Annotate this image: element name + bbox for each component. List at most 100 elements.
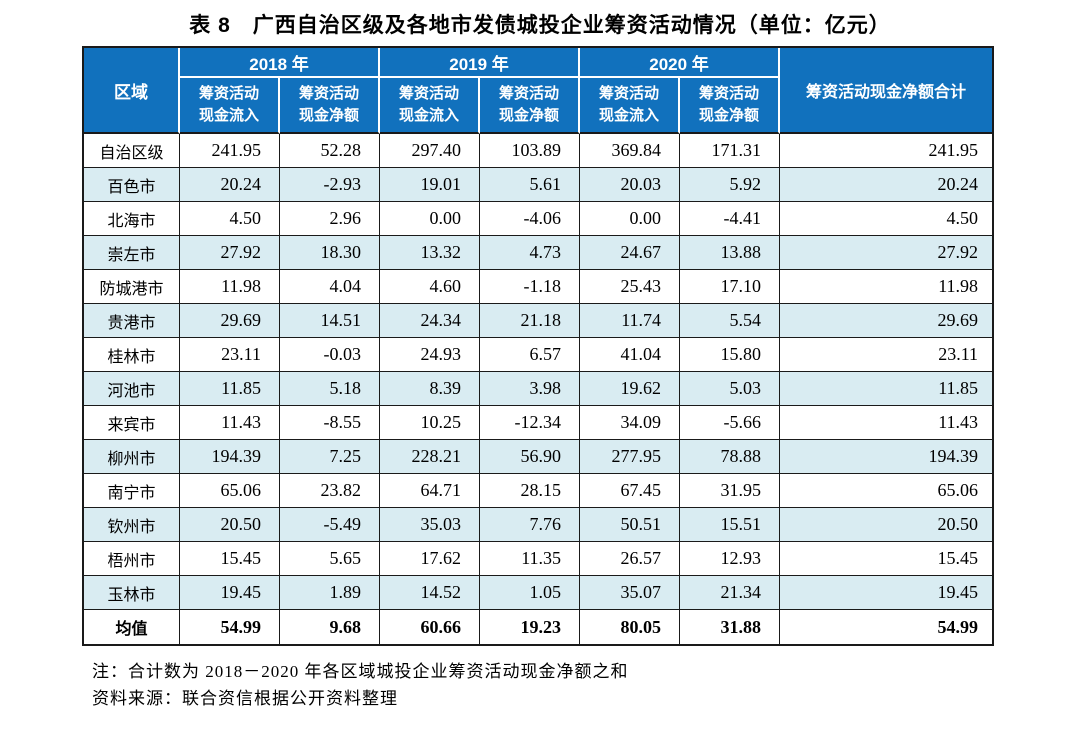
value-cell: 25.43 xyxy=(580,270,681,304)
value-cell: 50.51 xyxy=(580,508,681,542)
value-cell: 7.25 xyxy=(280,440,381,474)
value-cell: 6.57 xyxy=(480,338,581,372)
value-cell: 8.39 xyxy=(380,372,481,406)
table-row: 玉林市 19.45 1.89 14.52 1.05 35.07 21.34 19… xyxy=(84,576,993,610)
value-cell: 80.05 xyxy=(580,610,681,644)
table-row: 崇左市 27.92 18.30 13.32 4.73 24.67 13.88 2… xyxy=(84,236,993,270)
value-cell: 20.03 xyxy=(580,168,681,202)
table-row: 自治区级 241.95 52.28 297.40 103.89 369.84 1… xyxy=(84,134,993,168)
table-row: 来宾市 11.43 -8.55 10.25 -12.34 34.09 -5.66… xyxy=(84,406,993,440)
region-cell: 柳州市 xyxy=(84,440,180,474)
value-cell: 369.84 xyxy=(580,134,681,168)
table-row: 梧州市 15.45 5.65 17.62 11.35 26.57 12.93 1… xyxy=(84,542,993,576)
value-cell: 7.76 xyxy=(480,508,581,542)
value-cell: 5.65 xyxy=(280,542,381,576)
value-cell: 277.95 xyxy=(580,440,681,474)
region-cell: 来宾市 xyxy=(84,406,180,440)
table-row: 防城港市 11.98 4.04 4.60 -1.18 25.43 17.10 1… xyxy=(84,270,993,304)
total-value-cell: 20.50 xyxy=(780,508,993,542)
total-value-cell: 29.69 xyxy=(780,304,993,338)
total-value-cell: 11.85 xyxy=(780,372,993,406)
region-cell: 梧州市 xyxy=(84,542,180,576)
value-cell: 12.93 xyxy=(680,542,781,576)
value-cell: 17.10 xyxy=(680,270,781,304)
value-cell: 19.01 xyxy=(380,168,481,202)
value-cell: -4.06 xyxy=(480,202,581,236)
value-cell: 0.00 xyxy=(580,202,681,236)
value-cell: 18.30 xyxy=(280,236,381,270)
year-2018-header: 2018 年 xyxy=(180,48,381,78)
value-cell: 4.73 xyxy=(480,236,581,270)
header-row-years: 区域 2018 年 2019 年 2020 年 筹资活动现金净额合计 xyxy=(84,48,993,134)
mean-row: 均值 54.99 9.68 60.66 19.23 80.05 31.88 54… xyxy=(84,610,993,644)
value-cell: -4.41 xyxy=(680,202,781,236)
table-row: 钦州市 20.50 -5.49 35.03 7.76 50.51 15.51 2… xyxy=(84,508,993,542)
value-cell: 54.99 xyxy=(180,610,280,644)
subheader-2018-net: 筹资活动 现金净额 xyxy=(280,78,381,134)
value-cell: 194.39 xyxy=(180,440,280,474)
value-cell: 24.34 xyxy=(380,304,481,338)
value-cell: 65.06 xyxy=(180,474,280,508)
value-cell: 0.00 xyxy=(380,202,481,236)
value-cell: -0.03 xyxy=(280,338,381,372)
value-cell: 103.89 xyxy=(480,134,581,168)
value-cell: 27.92 xyxy=(180,236,280,270)
year-2020-header: 2020 年 xyxy=(580,48,781,78)
total-value-cell: 23.11 xyxy=(780,338,993,372)
value-cell: 35.03 xyxy=(380,508,481,542)
value-cell: -8.55 xyxy=(280,406,381,440)
table-header: 区域 2018 年 2019 年 2020 年 筹资活动现金净额合计 筹资活动 … xyxy=(84,48,993,134)
value-cell: 5.54 xyxy=(680,304,781,338)
value-cell: 23.82 xyxy=(280,474,381,508)
value-cell: 34.09 xyxy=(580,406,681,440)
value-cell: 17.62 xyxy=(380,542,481,576)
value-cell: -5.49 xyxy=(280,508,381,542)
region-cell: 河池市 xyxy=(84,372,180,406)
subheader-2019-net: 筹资活动 现金净额 xyxy=(480,78,581,134)
region-cell: 钦州市 xyxy=(84,508,180,542)
total-value-cell: 241.95 xyxy=(780,134,993,168)
total-value-cell: 11.43 xyxy=(780,406,993,440)
value-cell: 13.32 xyxy=(380,236,481,270)
value-cell: 171.31 xyxy=(680,134,781,168)
year-2019-header: 2019 年 xyxy=(380,48,581,78)
value-cell: 52.28 xyxy=(280,134,381,168)
value-cell: -1.18 xyxy=(480,270,581,304)
value-cell: 4.04 xyxy=(280,270,381,304)
table-frame: 区域 2018 年 2019 年 2020 年 筹资活动现金净额合计 筹资活动 … xyxy=(82,46,994,646)
region-cell: 南宁市 xyxy=(84,474,180,508)
region-cell: 玉林市 xyxy=(84,576,180,610)
total-column-header: 筹资活动现金净额合计 xyxy=(780,48,993,134)
value-cell: 11.74 xyxy=(580,304,681,338)
value-cell: 14.52 xyxy=(380,576,481,610)
table-row: 柳州市 194.39 7.25 228.21 56.90 277.95 78.8… xyxy=(84,440,993,474)
value-cell: 15.80 xyxy=(680,338,781,372)
value-cell: 19.23 xyxy=(480,610,581,644)
value-cell: 297.40 xyxy=(380,134,481,168)
value-cell: 28.15 xyxy=(480,474,581,508)
value-cell: 78.88 xyxy=(680,440,781,474)
table-notes: 注：合计数为 2018－2020 年各区域城投企业筹资活动现金净额之和 资料来源… xyxy=(92,658,1080,712)
region-cell: 桂林市 xyxy=(84,338,180,372)
table-row: 贵港市 29.69 14.51 24.34 21.18 11.74 5.54 2… xyxy=(84,304,993,338)
table-row: 北海市 4.50 2.96 0.00 -4.06 0.00 -4.41 4.50 xyxy=(84,202,993,236)
value-cell: 23.11 xyxy=(180,338,280,372)
region-cell: 崇左市 xyxy=(84,236,180,270)
table-row: 桂林市 23.11 -0.03 24.93 6.57 41.04 15.80 2… xyxy=(84,338,993,372)
subheader-2018-inflow: 筹资活动 现金流入 xyxy=(180,78,280,134)
value-cell: 20.50 xyxy=(180,508,280,542)
value-cell: 41.04 xyxy=(580,338,681,372)
value-cell: 10.25 xyxy=(380,406,481,440)
region-cell: 均值 xyxy=(84,610,180,644)
value-cell: 11.35 xyxy=(480,542,581,576)
value-cell: 14.51 xyxy=(280,304,381,338)
region-cell: 北海市 xyxy=(84,202,180,236)
value-cell: 21.18 xyxy=(480,304,581,338)
value-cell: 5.61 xyxy=(480,168,581,202)
value-cell: 11.85 xyxy=(180,372,280,406)
region-cell: 自治区级 xyxy=(84,134,180,168)
value-cell: -12.34 xyxy=(480,406,581,440)
table-row: 百色市 20.24 -2.93 19.01 5.61 20.03 5.92 20… xyxy=(84,168,993,202)
table-body: 自治区级 241.95 52.28 297.40 103.89 369.84 1… xyxy=(84,134,993,644)
value-cell: 11.98 xyxy=(180,270,280,304)
